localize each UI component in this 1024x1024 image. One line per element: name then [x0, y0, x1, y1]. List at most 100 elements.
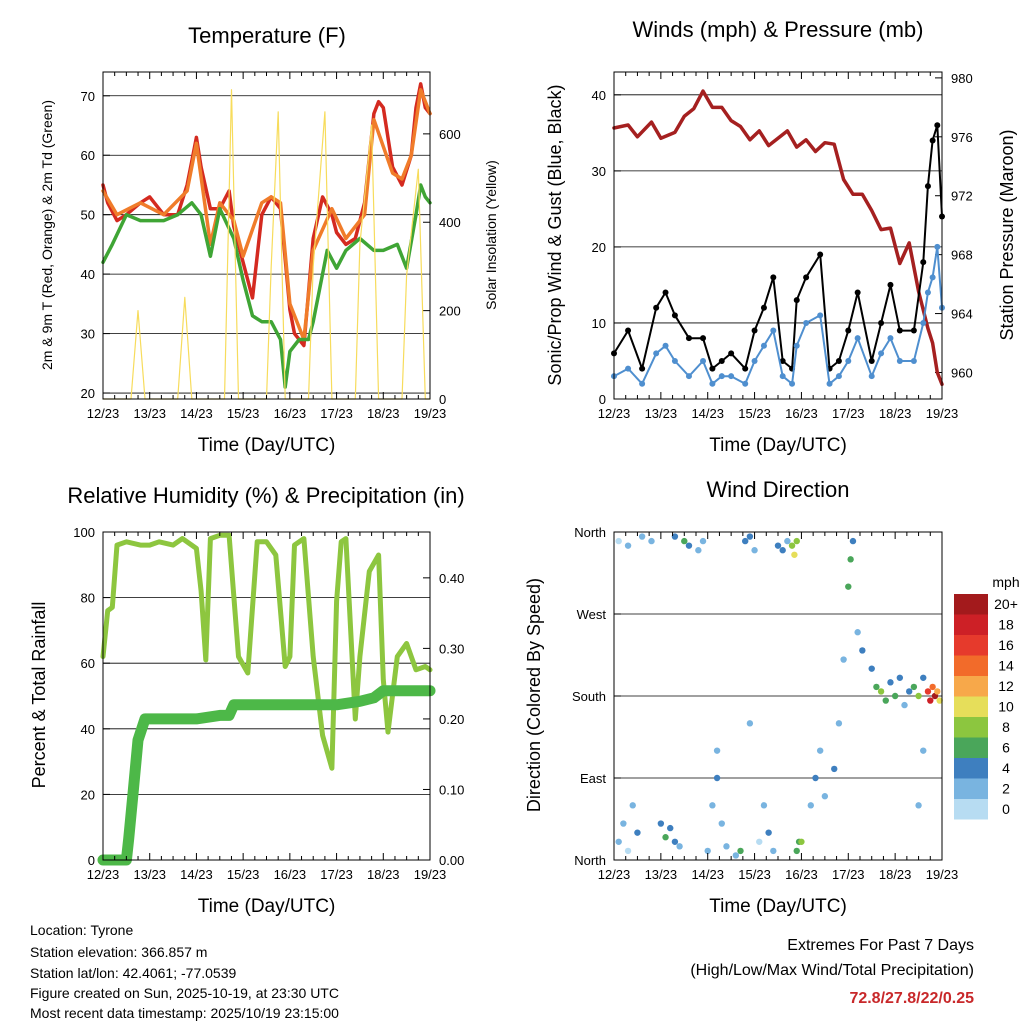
direction-point: [709, 802, 716, 809]
direction-point: [821, 793, 829, 800]
x-tick-label: 14/23: [691, 867, 724, 882]
x-tick-label: 16/23: [274, 406, 307, 421]
direction-point: [896, 674, 904, 681]
wind-point: [718, 357, 725, 364]
y-tick-label: 60: [81, 656, 95, 671]
y-tick-label: North: [574, 853, 606, 868]
direction-point: [868, 665, 875, 672]
y-tick-label: 40: [81, 722, 95, 737]
direction-point: [891, 692, 899, 700]
wind-point: [728, 373, 735, 380]
colorbar-label: 6: [1002, 740, 1010, 756]
wind-point: [639, 380, 646, 387]
chart-title: Winds (mph) & Pressure (mb): [633, 17, 924, 42]
direction-point: [887, 679, 894, 686]
wind-point: [845, 357, 852, 364]
x-tick-label: 17/23: [320, 867, 353, 882]
colorbar-label: 2: [1002, 781, 1010, 797]
direction-point: [920, 747, 927, 754]
direction-point: [751, 547, 758, 554]
x-tick-label: 15/23: [738, 406, 771, 421]
x-tick-label: 16/23: [274, 867, 307, 882]
wind-point: [920, 259, 927, 266]
direction-point: [695, 547, 702, 554]
colorbar-swatch: [954, 737, 988, 758]
direction-point: [624, 847, 632, 855]
colorbar-swatch: [954, 778, 988, 799]
wind-point: [817, 312, 824, 319]
direction-point: [924, 688, 932, 695]
wind-point: [835, 357, 842, 364]
direction-point: [831, 765, 838, 773]
direction-point: [699, 537, 707, 545]
series-line: [101, 183, 432, 389]
y-tick-label: 60: [81, 148, 95, 163]
x-axis-label: Time (Day/UTC): [198, 435, 336, 456]
colorbar-label: 16: [998, 637, 1014, 653]
y-axis-label: 2m & 9m T (Red, Orange) & 2m Td (Green): [39, 100, 55, 370]
direction-point: [929, 683, 936, 691]
direction-point: [681, 537, 688, 545]
wind-point: [751, 327, 758, 334]
direction-point: [847, 556, 854, 563]
y-tick-label: North: [574, 525, 606, 540]
y-tick-label: 30: [592, 164, 606, 179]
direction-point: [760, 802, 768, 809]
direction-point: [756, 838, 763, 845]
y-tick-label: 0: [599, 392, 606, 407]
x-tick-label: 19/23: [926, 867, 959, 882]
wind-point: [817, 251, 824, 258]
y-right-tick-label: 200: [439, 304, 461, 319]
y-tick-label: 80: [81, 591, 95, 606]
wind-point: [685, 373, 692, 380]
wind-point: [887, 335, 894, 342]
direction-point: [812, 774, 819, 782]
extremes-values: 72.8/27.8/22/0.25: [849, 990, 974, 1007]
y-right-tick-label: 972: [951, 189, 973, 204]
wind-point: [770, 274, 777, 281]
direction-point: [704, 847, 711, 855]
colorbar-swatch: [954, 696, 988, 717]
wind-point: [625, 327, 632, 334]
direction-point: [793, 537, 800, 545]
wind-trace: [613, 245, 943, 385]
x-tick-label: 17/23: [832, 406, 865, 421]
colorbar-swatch: [954, 594, 988, 615]
colorbar-label: 10: [998, 699, 1014, 715]
wind-point: [929, 274, 936, 281]
pressure-line: [612, 89, 944, 387]
wind-point: [934, 122, 941, 129]
direction-point: [859, 647, 866, 654]
direction-point: [620, 820, 627, 827]
colorbar-label: 12: [998, 678, 1014, 694]
colorbar-swatch: [954, 676, 988, 697]
x-tick-label: 18/23: [879, 867, 912, 882]
direction-point: [765, 829, 772, 836]
direction-point: [615, 537, 622, 545]
x-tick-label: 14/23: [691, 406, 724, 421]
direction-point: [849, 537, 857, 545]
colorbar-swatch: [954, 614, 988, 635]
direction-point: [793, 847, 800, 855]
x-tick-label: 17/23: [832, 867, 865, 882]
x-tick-label: 17/23: [320, 406, 353, 421]
wind-point: [793, 342, 800, 349]
wind-point: [835, 373, 842, 380]
y-right-tick-label: 0.30: [439, 641, 464, 656]
wind-point: [653, 350, 660, 357]
wind-point: [700, 335, 707, 342]
wind-point: [845, 327, 852, 334]
colorbar-title: mph: [992, 574, 1019, 590]
y-axis-label: Direction (Colored By Speed): [524, 578, 544, 812]
x-tick-label: 19/23: [414, 867, 447, 882]
direction-point: [770, 847, 777, 855]
wind-point: [653, 304, 660, 311]
direction-point: [634, 829, 641, 836]
direction-point: [685, 542, 693, 549]
x-tick-label: 19/23: [926, 406, 959, 421]
direction-point: [779, 547, 786, 554]
direction-point: [648, 537, 655, 545]
colorbar-label: 14: [998, 658, 1014, 674]
direction-point: [798, 838, 805, 845]
x-tick-label: 12/23: [598, 406, 631, 421]
